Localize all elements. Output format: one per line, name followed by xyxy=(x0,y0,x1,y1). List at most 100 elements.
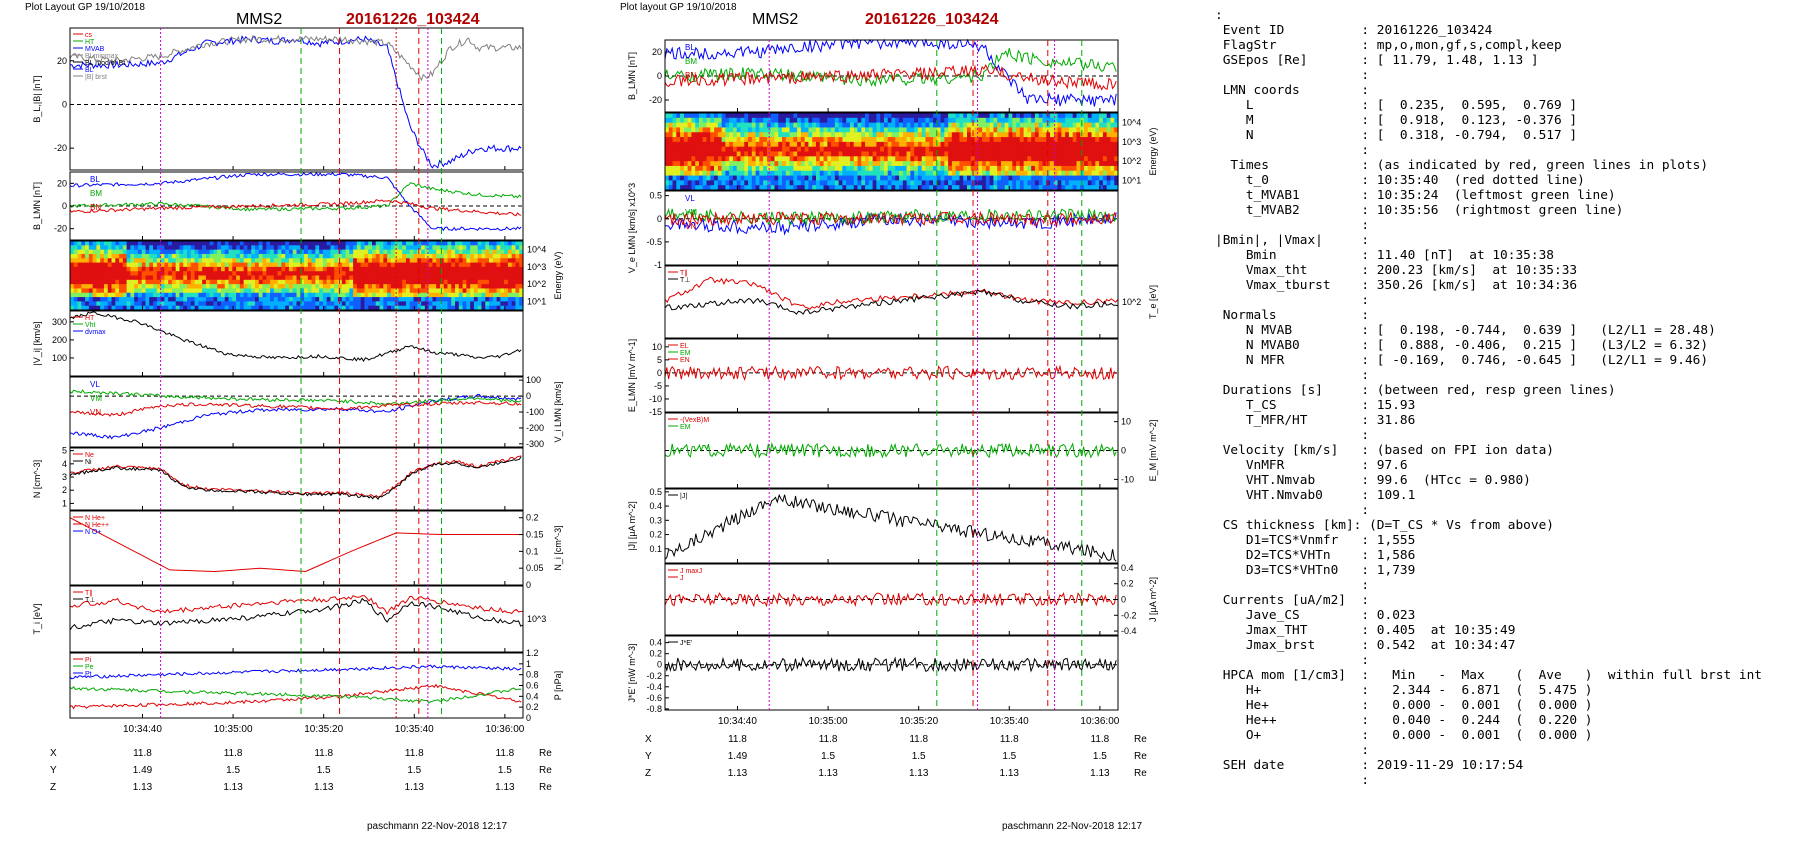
spectrogram-cell xyxy=(706,180,711,186)
spectrogram-cell xyxy=(383,262,388,268)
spectrogram-cell xyxy=(349,271,354,277)
spectrogram-cell xyxy=(315,297,320,302)
spectrogram-cell xyxy=(967,113,972,119)
spectrogram-cell xyxy=(141,266,147,272)
spectrogram-cell xyxy=(190,258,196,264)
spectrogram-cell xyxy=(300,266,305,272)
spectrogram-cell xyxy=(732,175,738,181)
spectrogram-cell xyxy=(228,284,233,290)
spectrogram-cell xyxy=(205,271,211,277)
spectrogram-cell xyxy=(1004,151,1010,157)
spectrogram-cell xyxy=(213,271,218,277)
spectrogram-cell xyxy=(519,266,524,272)
spectrogram-cell xyxy=(213,262,218,268)
spectrogram-cell xyxy=(763,175,768,181)
spectrogram-cell xyxy=(940,161,945,167)
spectrogram-cell xyxy=(496,301,501,307)
spectrogram-cell xyxy=(902,132,908,138)
spectrogram-cell xyxy=(808,180,813,186)
spectrogram-cell xyxy=(492,297,498,302)
spectrogram-cell xyxy=(171,249,177,255)
spectrogram-cell xyxy=(967,165,972,172)
spectrogram-cell xyxy=(205,301,211,307)
spectrogram-cell xyxy=(944,132,949,138)
spectrogram-cell xyxy=(748,127,753,133)
spectrogram-cell xyxy=(698,127,704,133)
spectrogram-cell xyxy=(300,288,305,294)
spectrogram-cell xyxy=(778,180,783,186)
spectrogram-cell xyxy=(315,271,320,277)
spectrogram-cell xyxy=(213,253,218,259)
spectrogram-cell xyxy=(375,292,381,298)
spectrogram-cell xyxy=(1102,122,1108,129)
series-line-bl xyxy=(69,34,522,169)
spectrogram-cell xyxy=(262,292,267,298)
spectrogram-cell xyxy=(725,151,730,157)
spectrogram-cell xyxy=(428,266,434,272)
spectrogram-cell xyxy=(857,180,862,186)
spectrogram-cell xyxy=(417,275,422,281)
spectrogram-cell xyxy=(989,161,995,167)
spectrogram-cell xyxy=(1027,185,1032,191)
series-label: VL xyxy=(90,380,100,389)
spectrogram-cell xyxy=(876,185,881,191)
spectrogram-cell xyxy=(1087,137,1093,143)
spectrogram-cell xyxy=(156,288,162,294)
spectrogram-cell xyxy=(492,266,498,272)
spectrogram-cell xyxy=(507,262,513,268)
spectrogram-cell xyxy=(81,253,86,259)
spectrogram-cell xyxy=(936,113,942,119)
spectrogram-cell xyxy=(917,127,923,133)
spectrogram-cell xyxy=(838,141,844,148)
spectrogram-cell xyxy=(489,305,494,311)
spectrogram-cell xyxy=(1050,151,1055,157)
spectrogram-cell xyxy=(955,175,961,181)
spectrogram-cell xyxy=(398,245,403,251)
spectrogram-cell xyxy=(1065,127,1070,133)
spectrogram-cell xyxy=(277,301,283,307)
spectrogram-cell xyxy=(933,141,938,148)
spectrogram-cell xyxy=(714,156,719,162)
spectrogram-cell xyxy=(368,288,373,294)
y-tick-label: 0.2 xyxy=(649,649,662,659)
spectrogram-cell xyxy=(891,156,896,162)
spectrogram-cell xyxy=(311,258,316,264)
spectrogram-cell xyxy=(103,271,109,277)
spectrogram-cell xyxy=(334,279,339,285)
spectrogram-cell xyxy=(1061,113,1066,119)
spectrogram-cell xyxy=(993,156,998,162)
spectrogram-cell xyxy=(236,258,241,264)
spectrogram-cell xyxy=(759,141,764,148)
spectrogram-cell xyxy=(100,266,105,272)
spectrogram-cell xyxy=(1019,137,1025,143)
spectrogram-cell xyxy=(417,284,422,290)
spectrogram-cell xyxy=(81,297,86,302)
spectrogram-cell xyxy=(183,284,188,290)
spectrogram-cell xyxy=(744,185,749,191)
spectrogram-cell xyxy=(70,279,75,285)
spectrogram-cell xyxy=(982,175,987,181)
spectrogram-cell xyxy=(451,284,456,290)
spectrogram-cell xyxy=(85,301,90,307)
spectrogram-cell xyxy=(436,249,441,255)
spectrogram-cell xyxy=(107,301,113,307)
spectrogram-cell xyxy=(925,113,930,119)
spectrogram-cell xyxy=(107,279,113,285)
spectrogram-cell xyxy=(334,301,339,307)
info-line: N : [ 0.318, -0.794, 0.517 ] xyxy=(1215,128,1578,143)
spectrogram-cell xyxy=(702,170,708,177)
spectrogram-cell xyxy=(349,253,354,259)
spectrogram-cell xyxy=(729,117,734,124)
y-tick-label: -20 xyxy=(54,224,67,234)
spectrogram-cell xyxy=(153,284,158,290)
spectrogram-cell xyxy=(680,185,685,191)
spectrogram-cell xyxy=(85,241,90,246)
spectrogram-cell xyxy=(910,156,915,162)
spectrogram-cell xyxy=(458,279,464,285)
spectrogram-cell xyxy=(793,117,798,124)
spectrogram-cell xyxy=(81,305,86,311)
spectrogram-cell xyxy=(804,132,810,138)
time-tick-label: 10:35:20 xyxy=(899,716,938,727)
spectrogram-cell xyxy=(782,175,787,181)
